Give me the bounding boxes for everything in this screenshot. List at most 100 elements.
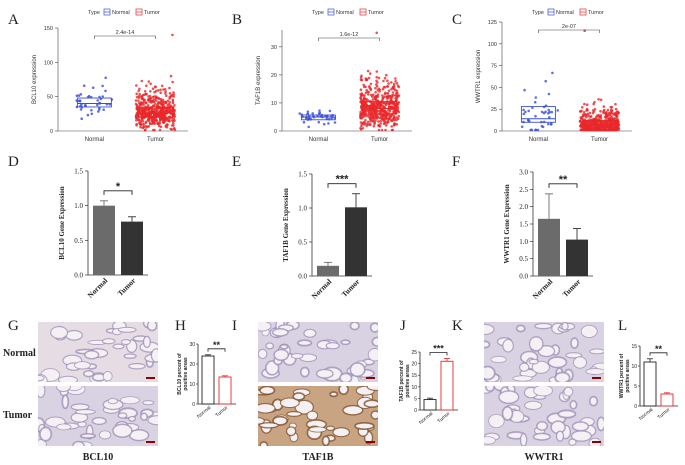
gland <box>128 362 146 370</box>
scale-bar <box>592 441 601 443</box>
significance-label: *** <box>433 343 444 353</box>
data-point <box>367 76 371 80</box>
y-tick-label: 10 <box>271 101 277 107</box>
data-point <box>374 96 377 100</box>
bar-normal <box>643 361 657 407</box>
data-point <box>367 93 370 96</box>
legend-title: Type <box>532 10 544 16</box>
legend-title: Type <box>312 10 324 16</box>
data-point <box>104 89 107 93</box>
data-point <box>134 99 138 102</box>
data-point <box>138 87 141 91</box>
gland <box>528 336 544 352</box>
data-point <box>381 88 385 91</box>
data-point <box>167 102 171 106</box>
scale-bar <box>366 441 375 443</box>
y-axis-label: WWTR1 Gene Expression <box>503 184 511 263</box>
data-point <box>397 114 401 118</box>
data-point <box>391 91 395 94</box>
data-point <box>142 123 145 126</box>
data-point <box>363 96 366 99</box>
gland <box>569 399 578 410</box>
data-point <box>550 110 554 114</box>
gland <box>123 353 137 359</box>
x-tick-label: Tumor <box>215 405 230 419</box>
data-point <box>380 128 384 132</box>
data-point <box>369 88 373 91</box>
data-point <box>359 88 363 91</box>
gland <box>573 356 587 369</box>
histology-taf1b-normal-wrap <box>258 322 378 382</box>
gland <box>74 409 96 415</box>
data-point <box>378 105 382 109</box>
gland <box>339 372 353 382</box>
pvalue-label: 2.4e-14 <box>116 30 135 36</box>
data-point <box>375 70 379 73</box>
gland <box>50 326 69 339</box>
data-point <box>149 82 152 86</box>
data-point <box>374 91 377 94</box>
legend: Type Normal Tumor <box>312 8 384 16</box>
data-point <box>137 89 140 93</box>
scale-bar <box>366 377 375 379</box>
significance-label: ** <box>213 340 221 350</box>
x-tick-label: Tumor <box>340 277 362 299</box>
y-tick-label: 15 <box>411 373 417 379</box>
gland <box>279 397 300 409</box>
data-point <box>384 128 387 132</box>
data-point <box>614 102 617 106</box>
data-point <box>317 112 321 115</box>
data-point <box>397 85 401 89</box>
gland <box>325 342 340 350</box>
data-point <box>169 74 173 78</box>
y-axis-label-line: positive areas <box>625 359 631 393</box>
data-point <box>387 94 391 98</box>
gland <box>259 441 269 446</box>
gland <box>342 404 364 416</box>
data-point <box>373 122 376 126</box>
data-point <box>608 128 612 132</box>
x-tick-label: Normal <box>85 137 104 143</box>
pvalue-label: 2e-07 <box>562 24 576 30</box>
gland <box>315 368 334 379</box>
data-point <box>544 79 547 83</box>
significance-label: * <box>116 181 121 193</box>
data-point <box>368 85 371 88</box>
gland <box>338 386 349 395</box>
data-point <box>370 95 374 98</box>
data-point <box>365 97 368 101</box>
data-point <box>139 109 143 112</box>
data-point <box>147 80 151 83</box>
data-point <box>160 84 164 88</box>
data-point <box>135 92 138 96</box>
bar-tumor <box>121 221 143 275</box>
y-tick-label: 1.0 <box>298 205 307 213</box>
gland <box>102 371 113 382</box>
data-point <box>147 106 150 110</box>
scale-bar <box>146 441 155 443</box>
data-point <box>394 80 397 83</box>
data-point <box>395 98 398 102</box>
data-point <box>173 104 176 107</box>
gland <box>533 386 553 397</box>
gland <box>563 386 574 397</box>
y-tick-label: 20 <box>189 362 195 368</box>
data-point <box>383 109 387 112</box>
gland <box>61 394 70 410</box>
data-point <box>390 81 393 84</box>
panel-letter-g: G <box>8 318 19 334</box>
y-tick-label: 3.0 <box>519 169 528 177</box>
data-point <box>359 114 363 118</box>
data-point <box>598 115 601 118</box>
legend-label-normal: Normal <box>112 10 130 16</box>
data-point <box>166 99 170 103</box>
gland <box>306 410 319 421</box>
pvalue-bracket <box>94 35 156 39</box>
data-point <box>140 103 143 106</box>
data-point <box>154 85 157 89</box>
data-point <box>97 110 100 113</box>
data-point <box>395 123 399 126</box>
data-point <box>137 99 140 102</box>
data-point <box>581 106 584 109</box>
data-point <box>374 86 377 90</box>
